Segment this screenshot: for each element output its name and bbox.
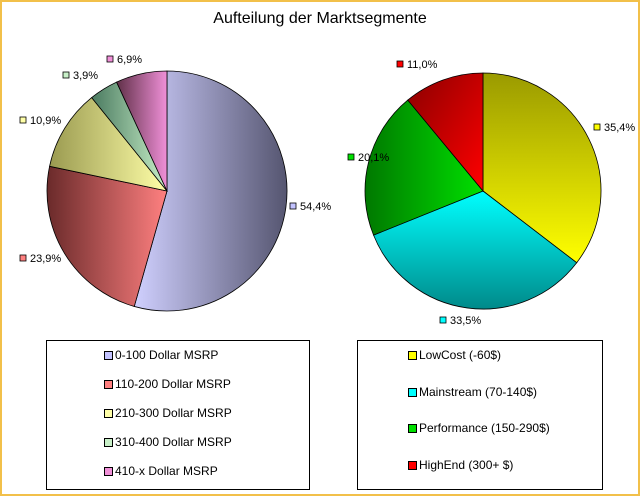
pie1-slice-3: [49, 97, 169, 192]
legend2-swatch-1: [408, 351, 417, 360]
legend-market-segments: LowCost (-60$) Mainstream (70-140$) Perfor…: [357, 340, 603, 490]
pie2-label-swatch-1: [593, 123, 601, 131]
legend1-item-2: 110-200 Dollar MSRP: [47, 376, 309, 396]
pie2-label-swatch-4: [396, 60, 404, 68]
legend2-swatch-3: [408, 424, 417, 433]
legend2-item-1: LowCost (-60$): [358, 347, 602, 367]
pie1-data-label-5: 6,9%: [117, 54, 142, 66]
pie2-data-label-4: 11,0%: [407, 59, 438, 71]
pie1-label-swatch-3: [19, 116, 27, 124]
legend1-item-5: 410-x Dollar MSRP: [47, 463, 309, 483]
legend1-label-1: 0-100 Dollar MSRP: [115, 348, 219, 362]
pie2-slice-2: [373, 190, 578, 310]
legend1-swatch-5: [104, 467, 113, 476]
chart-title: Aufteilung der Marktsegmente: [213, 10, 427, 27]
pie2-label-swatch-3: [347, 153, 355, 161]
pie1-data-label-2: 23,9%: [30, 253, 61, 265]
pie2-label-swatch-2: [439, 316, 447, 324]
legend2-label-2: Mainstream (70-140$): [419, 384, 538, 399]
legend2-label-3: Performance (150-290$): [419, 421, 550, 435]
legend2-label-4: HighEnd (300+ $): [419, 457, 514, 472]
legend1-swatch-1: [104, 351, 113, 360]
legend1-label-2: 110-200 Dollar MSRP: [115, 377, 231, 391]
legend2-swatch-4: [408, 460, 417, 470]
legend1-swatch-2: [104, 380, 113, 389]
pie2-slice-3: [364, 99, 484, 236]
legend2-item-3: Performance (150-290$): [358, 420, 602, 440]
pie1-label-swatch-5: [106, 55, 114, 63]
pie1-data-label-1: 54,4%: [300, 201, 331, 213]
legend1-item-3: 210-300 Dollar MSRP: [47, 405, 309, 425]
pie2-data-label-2: 33,5%: [450, 315, 481, 327]
legend1-label-5: 410-x Dollar MSRP: [115, 464, 218, 478]
legend2-item-2: Mainstream (70-140$): [358, 384, 602, 404]
legend1-label-4: 310-400 Dollar MSRP: [115, 435, 232, 449]
pie2-data-label-3: 20,1%: [358, 152, 389, 164]
legend2-item-4: HighEnd (300+ $): [358, 457, 602, 477]
legend-price-segments: 0-100 Dollar MSRP 110-200 Dollar MSRP 210-…: [46, 340, 310, 490]
pie1-label-swatch-4: [62, 71, 70, 79]
pie1-data-label-4: 3,9%: [73, 70, 98, 82]
pie2-slice-4: [407, 72, 484, 193]
legend1-swatch-3: [104, 409, 113, 418]
legend1-label-3: 210-300 Dollar MSRP: [115, 406, 232, 420]
legend2-swatch-2: [408, 387, 417, 397]
pie1-label-swatch-2: [19, 254, 27, 262]
pie-charts: 54,4% 23,9% 10,9% 3,9% 6,9% 35,4% 33,5% 20,1% 11…: [19, 54, 635, 327]
pie1-slice-2: [46, 165, 168, 307]
pie1-slice-1: [133, 70, 288, 312]
legend1-swatch-4: [104, 438, 113, 447]
pie1-label-swatch-1: [289, 202, 297, 210]
pie2-data-label-1: 35,4%: [604, 122, 635, 134]
pie1-slice-5: [116, 70, 168, 192]
legend2-label-1: LowCost (-60$): [419, 348, 502, 362]
legend1-item-4: 310-400 Dollar MSRP: [47, 434, 309, 454]
pie2-slice-1: [482, 72, 602, 264]
legend1-item-1: 0-100 Dollar MSRP: [47, 347, 309, 367]
pie1-data-label-3: 10,9%: [30, 115, 61, 127]
